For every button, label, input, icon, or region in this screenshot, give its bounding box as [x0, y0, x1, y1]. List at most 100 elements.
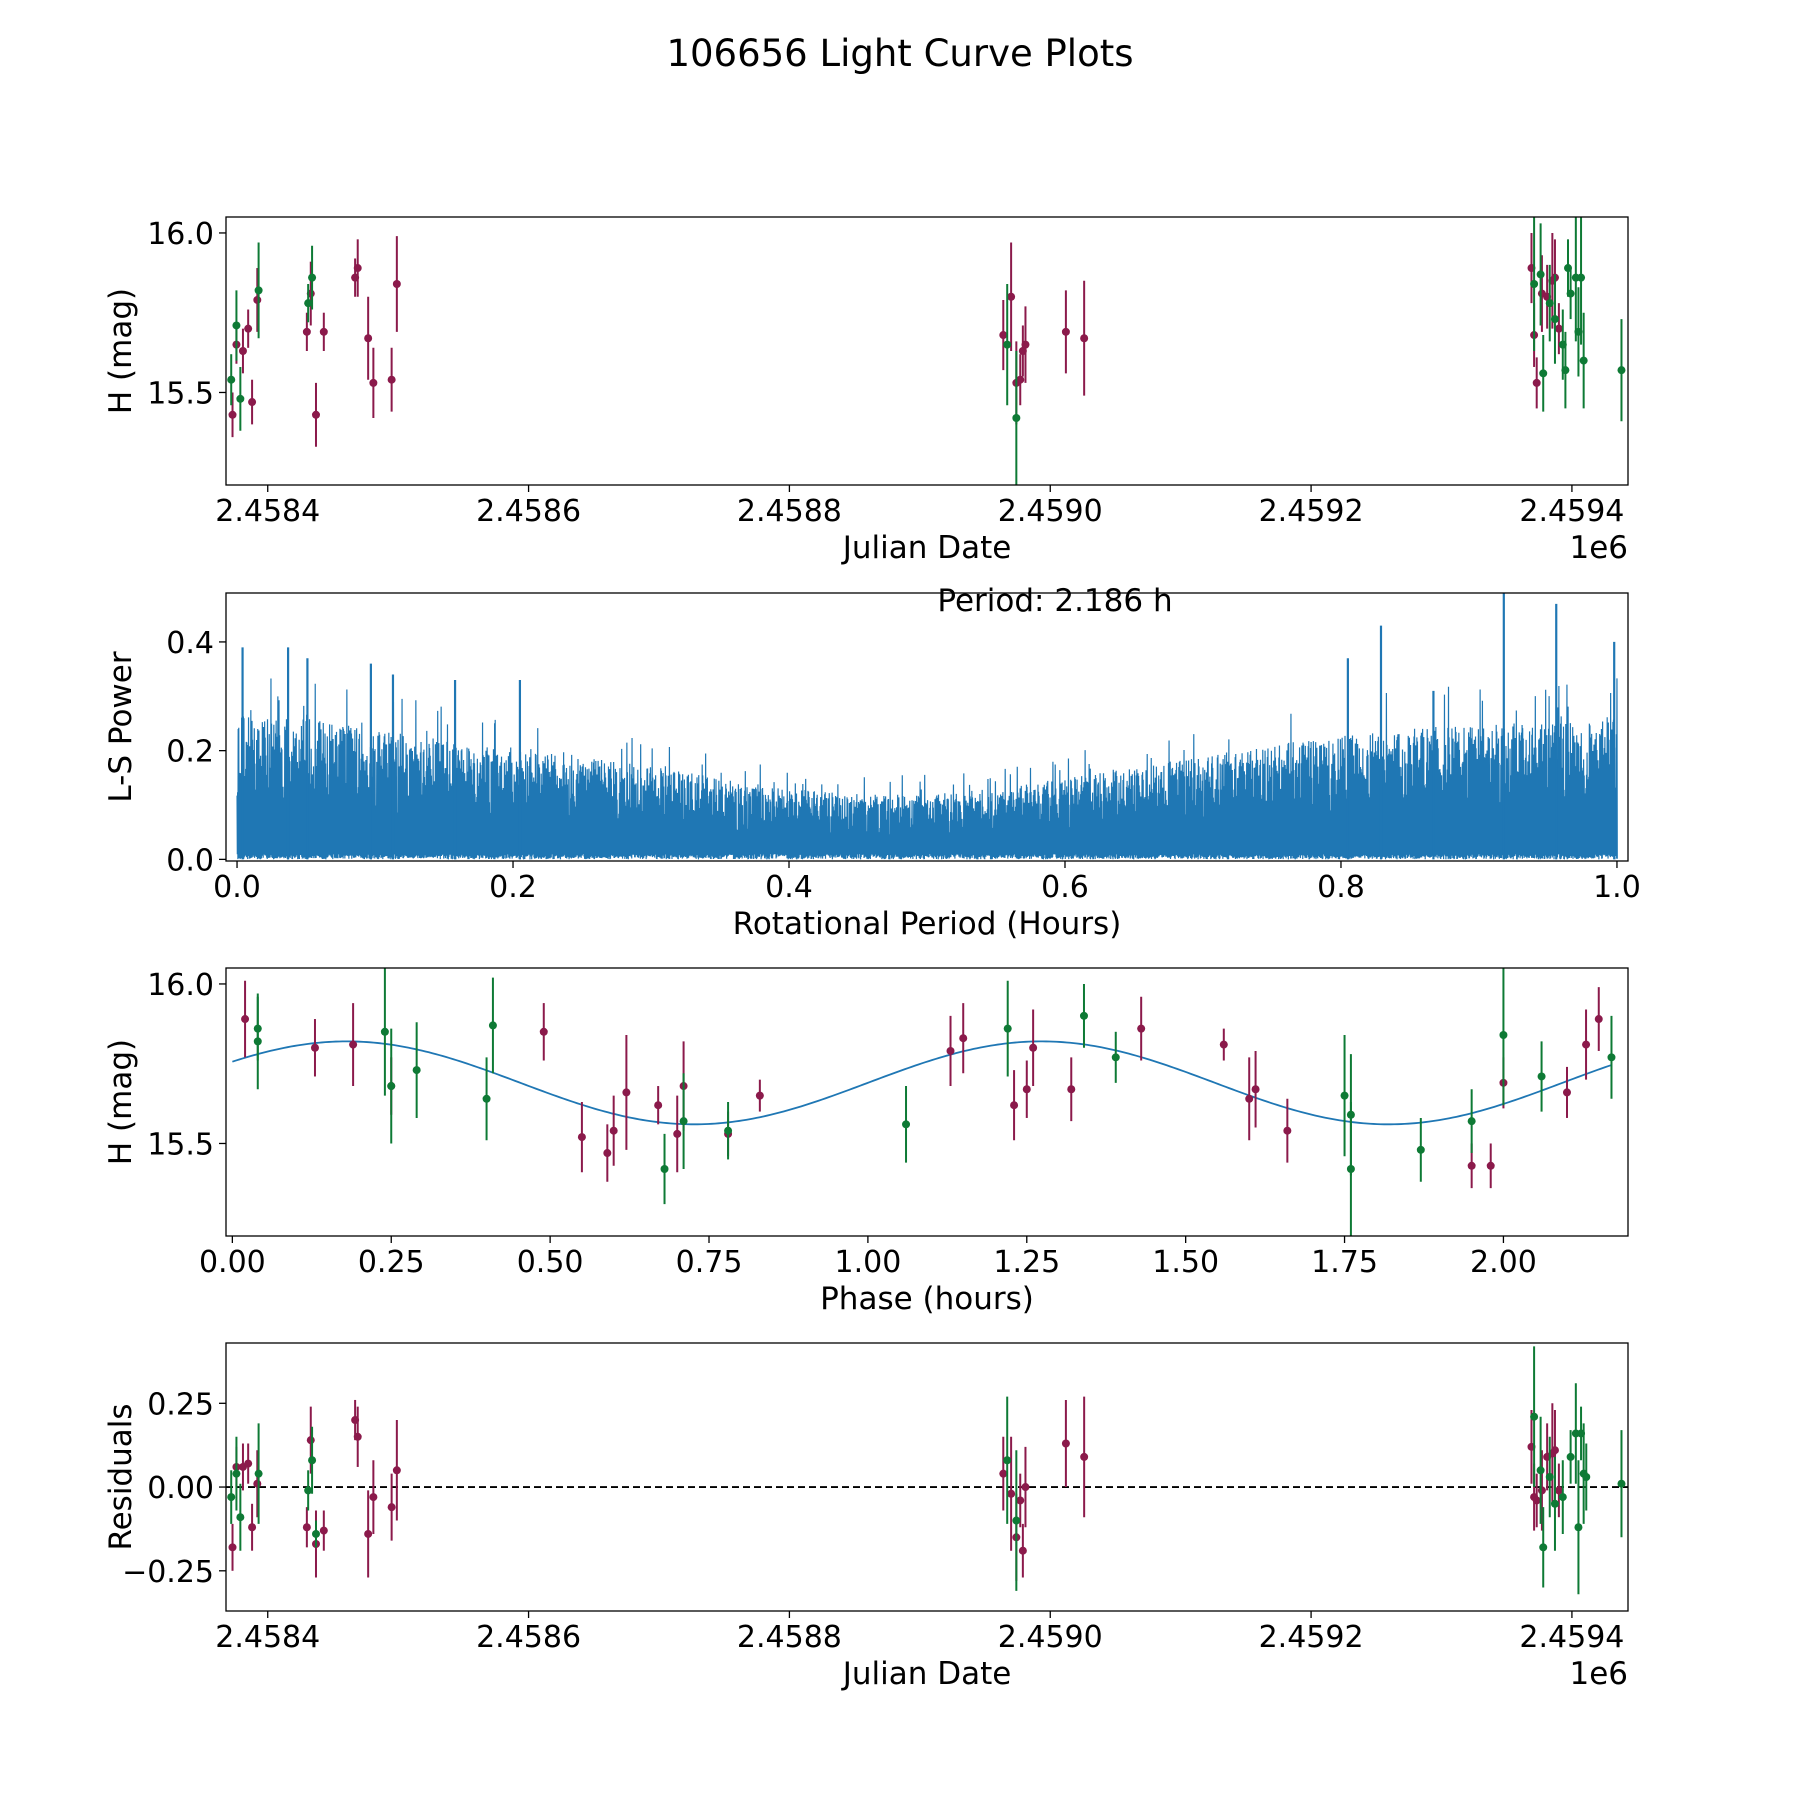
x-tick-label: 2.4586	[476, 1620, 581, 1655]
maroon-point-30	[1550, 1446, 1559, 1455]
green-point-4	[304, 299, 313, 308]
x-tick-label: 2.4586	[476, 494, 581, 529]
green-point-19	[1577, 273, 1586, 282]
x-axis-label: Phase (hours)	[820, 1281, 1034, 1317]
green-point-1	[232, 1469, 241, 1478]
maroon-point-5	[253, 1479, 262, 1488]
maroon-point-21	[1219, 1040, 1228, 1049]
green-point-4	[412, 1066, 421, 1075]
x-tick-label: 1.50	[1152, 1245, 1219, 1280]
green-point-7	[660, 1165, 669, 1173]
x-tick-label: 0.2	[489, 870, 537, 905]
maroon-point-17	[1007, 1489, 1016, 1498]
maroon-point-29	[1582, 1040, 1591, 1049]
maroon-point-11	[353, 264, 362, 273]
x-tick-label: 0.6	[1041, 870, 1089, 905]
green-point-19	[1499, 1031, 1508, 1039]
maroon-point-2	[238, 347, 247, 355]
x-tick-label: 2.4584	[215, 494, 320, 529]
green-point-12	[1545, 1473, 1554, 1481]
plot-area	[226, 1346, 1628, 1595]
maroon-point-12	[364, 334, 373, 343]
maroon-point-9	[654, 1101, 663, 1110]
period-annotation: Period: 2.186 h	[937, 583, 1172, 619]
model-fit-curve	[232, 1040, 1612, 1126]
x-tick-label: 0.4	[765, 870, 813, 905]
green-point-1	[232, 321, 241, 330]
x-tick-label: 2.4594	[1519, 494, 1624, 529]
maroon-point-10	[673, 1129, 682, 1138]
x-tick-label: 1.00	[834, 1245, 901, 1280]
maroon-point-17	[1022, 1085, 1031, 1094]
maroon-point-6	[603, 1149, 612, 1158]
maroon-point-14	[387, 375, 396, 384]
maroon-point-28	[1562, 1088, 1571, 1097]
green-point-20	[1579, 356, 1588, 365]
maroon-point-21	[1021, 340, 1030, 349]
green-point-11	[1003, 1024, 1012, 1033]
green-point-20	[1582, 1473, 1591, 1481]
green-point-17	[1416, 1145, 1425, 1154]
maroon-point-23	[1080, 1452, 1089, 1461]
y-axis-label: L-S Power	[103, 651, 139, 802]
periodogram-line	[236, 678, 1618, 860]
y-tick-label: 0.2	[166, 735, 214, 770]
green-point-18	[1467, 1117, 1476, 1126]
axes-frame	[225, 967, 1629, 1237]
green-point-20	[1537, 1072, 1546, 1081]
x-tick-label: 0.50	[517, 1245, 584, 1280]
x-tick-label: 1.25	[993, 1245, 1060, 1280]
green-point-5	[308, 1456, 317, 1465]
maroon-point-9	[319, 1526, 328, 1535]
maroon-point-18	[1029, 1043, 1038, 1052]
green-point-14	[1558, 1493, 1567, 1502]
maroon-point-5	[253, 295, 262, 304]
x-axis-label: Julian Date	[841, 1656, 1012, 1692]
maroon-point-1	[310, 1043, 319, 1052]
green-point-11	[1545, 299, 1554, 308]
maroon-point-15	[392, 1466, 401, 1475]
maroon-point-4	[539, 1027, 548, 1036]
axes-frame	[225, 1342, 1629, 1612]
green-point-9	[1536, 270, 1545, 279]
maroon-point-16	[999, 1469, 1008, 1478]
y-tick-label: 15.5	[147, 376, 214, 411]
maroon-point-4	[248, 398, 257, 407]
green-point-9	[724, 1126, 733, 1135]
green-point-16	[1346, 1165, 1355, 1173]
x-tick-label: 1.75	[1311, 1245, 1378, 1280]
x-offset-label: 1e6	[1569, 530, 1628, 566]
maroon-point-5	[577, 1133, 586, 1142]
x-tick-label: 0.00	[199, 1245, 266, 1280]
green-point-9	[1530, 1412, 1539, 1421]
x-tick-label: 2.4588	[737, 494, 842, 529]
green-point-17	[1574, 1523, 1583, 1532]
x-axis-label: Rotational Period (Hours)	[733, 906, 1122, 942]
maroon-point-30	[1594, 1015, 1603, 1024]
green-point-8	[679, 1117, 688, 1126]
y-tick-label: 0.0	[166, 843, 214, 878]
maroon-point-6	[302, 327, 311, 336]
maroon-point-23	[1080, 334, 1089, 343]
y-axis-label: Residuals	[103, 1403, 139, 1550]
maroon-point-2	[349, 1040, 358, 1049]
axes-frame	[225, 592, 1629, 862]
green-point-2	[380, 1027, 389, 1036]
x-tick-label: 2.4590	[998, 1620, 1103, 1655]
green-point-14	[1561, 366, 1570, 375]
maroon-point-17	[1007, 292, 1016, 301]
maroon-point-0	[241, 1015, 250, 1024]
maroon-point-15	[959, 1034, 968, 1043]
x-tick-label: 2.4590	[998, 494, 1103, 529]
y-tick-label: 0.00	[147, 1471, 214, 1506]
green-point-0	[227, 375, 236, 384]
maroon-point-26	[1532, 1496, 1541, 1505]
green-point-10	[1536, 1466, 1545, 1475]
maroon-point-14	[387, 1503, 396, 1512]
green-point-10	[902, 1120, 911, 1129]
green-point-6	[488, 1021, 497, 1030]
maroon-point-9	[319, 327, 328, 336]
green-point-11	[1539, 1543, 1548, 1552]
maroon-point-11	[353, 1432, 362, 1441]
